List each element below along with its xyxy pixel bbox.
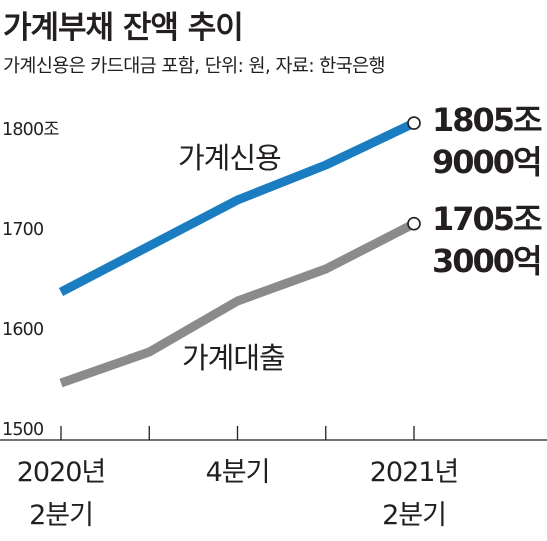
- x-tick-label: 2분기: [382, 500, 446, 531]
- y-tick-label: 1800조: [2, 120, 59, 140]
- end-value-label: 1805조: [432, 101, 542, 139]
- x-axis: 2020년 2분기 4분기 2021년 2분기: [0, 426, 547, 531]
- chart-subtitle: 가계신용은 카드대금 포함, 단위: 원, 자료: 한국은행: [3, 56, 386, 77]
- y-tick-label: 1700: [2, 220, 43, 240]
- series-lines: [58, 116, 421, 388]
- x-tick-label: 2020년: [17, 457, 106, 488]
- x-tick-label: 2분기: [29, 500, 93, 531]
- end-point-marker: [407, 116, 421, 130]
- end-value-label: 9000억: [432, 143, 541, 181]
- chart-title: 가계부채 잔액 추이: [3, 10, 244, 46]
- end-value-label: 3000억: [432, 242, 541, 280]
- x-tick-label: 4분기: [206, 457, 270, 488]
- end-value-label: 1705조: [432, 200, 542, 238]
- x-tick-label: 2021년: [370, 457, 459, 488]
- y-axis-labels: 1500 1600 1700 1800조: [2, 120, 60, 440]
- series-name-label: 가계대출: [182, 341, 285, 375]
- y-tick-label: 1600: [2, 320, 43, 340]
- y-tick-label: 1500: [2, 420, 43, 440]
- series-name-label: 가계신용: [178, 141, 281, 175]
- end-point-marker: [407, 216, 421, 231]
- end-value-labels: 1805조 9000억 1705조 3000억: [432, 101, 544, 280]
